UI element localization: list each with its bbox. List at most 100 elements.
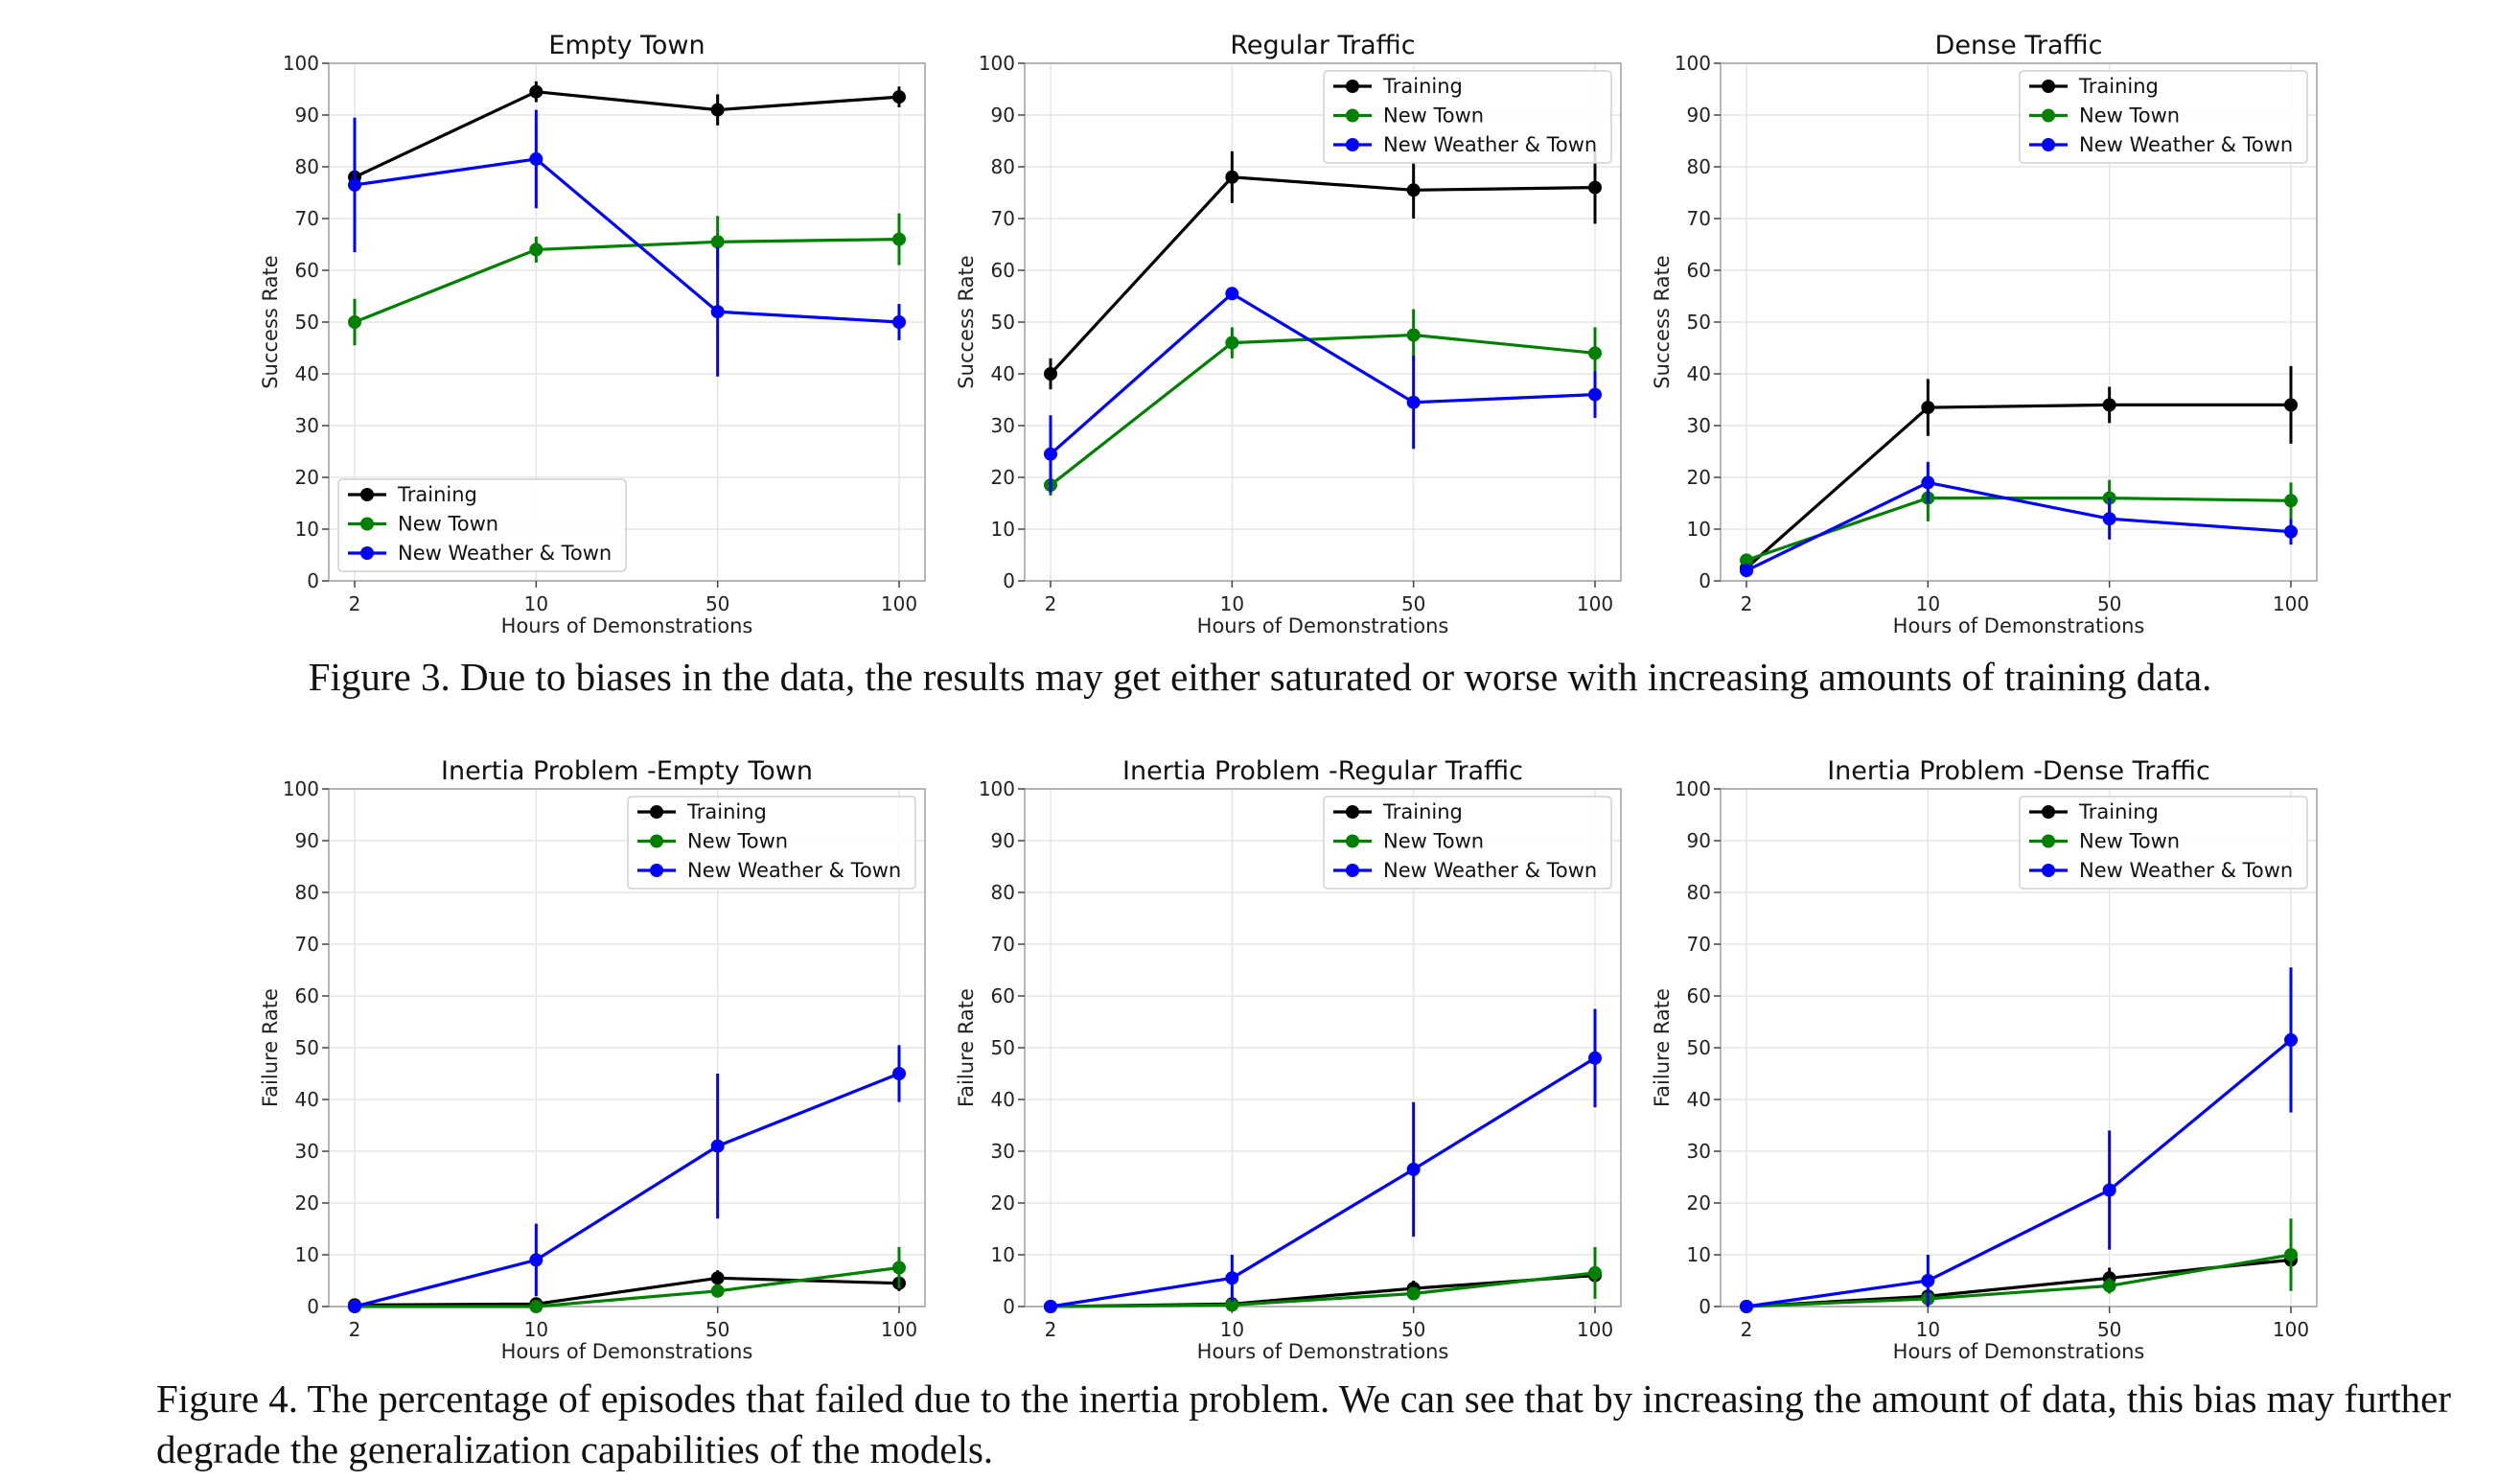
- data-point: [1588, 346, 1602, 360]
- y-tick-label: 0: [1699, 1295, 1711, 1318]
- y-tick-label: 0: [307, 1295, 319, 1318]
- y-axis-label: Failure Rate: [259, 988, 282, 1107]
- x-axis-label: Hours of Demonstrations: [1197, 1340, 1449, 1363]
- legend-box: [627, 796, 916, 890]
- legend-marker: [2042, 108, 2055, 123]
- x-axis-label: Hours of Demonstrations: [501, 614, 753, 637]
- series-line: [1050, 1056, 1596, 1308]
- legend-marker: [2042, 805, 2055, 819]
- y-axis-label: Success Rate: [1651, 255, 1674, 388]
- y-tick-label: 70: [991, 207, 1015, 230]
- series-new-town: [1740, 474, 2298, 567]
- y-tick-label: 40: [295, 1088, 319, 1111]
- y-tick-label: 50: [1687, 311, 1711, 334]
- series-new-town: [348, 213, 906, 346]
- y-tick-label: 10: [295, 518, 319, 541]
- data-point: [1921, 1274, 1935, 1287]
- y-tick-label: 50: [295, 1036, 319, 1059]
- data-point: [1225, 1271, 1239, 1285]
- x-tick-label: 2: [1741, 1318, 1753, 1341]
- series-line: [355, 1265, 900, 1308]
- chart-3-1: 0 10 20 30 40 50 60 70 80 90 100 2 10 50 100 Empty Town…: [259, 31, 926, 637]
- legend-box: [1323, 796, 1612, 890]
- y-tick-label: 0: [1003, 1295, 1015, 1318]
- chart-title: Regular Traffic: [1230, 31, 1415, 60]
- x-tick-label: 100: [1577, 1318, 1613, 1341]
- chart-3-2: 0 10 20 30 40 50 60 70 80 90 100 2 10 50 100 Regular Tr…: [955, 31, 1622, 637]
- legend: Training New Town New Weather & Town: [1323, 796, 1612, 890]
- legend-label: New Weather & Town: [2079, 859, 2293, 882]
- data-point: [1406, 1286, 1421, 1301]
- y-axis-label: Success Rate: [955, 255, 978, 388]
- data-point: [2102, 1183, 2116, 1197]
- series-line: [354, 90, 900, 179]
- legend-box: [337, 478, 627, 572]
- legend-label: New Town: [2079, 104, 2180, 127]
- y-tick-label: 100: [1675, 52, 1711, 75]
- legend-label: New Weather & Town: [1383, 859, 1597, 882]
- data-point: [1225, 1298, 1239, 1312]
- x-axis-label: Hours of Demonstrations: [501, 1340, 753, 1363]
- y-tick-label: 30: [295, 414, 319, 437]
- data-point: [1044, 447, 1057, 461]
- y-tick-label: 70: [295, 933, 319, 956]
- y-tick-label: 50: [991, 1036, 1015, 1059]
- data-point: [1225, 170, 1239, 184]
- series-new-weather-town: [1740, 461, 2298, 578]
- x-axis-label: Hours of Demonstrations: [1893, 614, 2145, 637]
- data-point: [348, 315, 361, 329]
- legend-marker: [360, 546, 374, 560]
- legend-marker: [1346, 864, 1359, 877]
- legend-label: New Town: [1383, 104, 1484, 127]
- series-line: [1746, 480, 2292, 572]
- data-point: [348, 177, 361, 192]
- x-tick-label: 100: [2273, 592, 2309, 615]
- data-point: [710, 305, 725, 319]
- series-line: [1050, 333, 1596, 487]
- data-point: [1740, 1300, 1753, 1313]
- series-new-weather-town: [1044, 1008, 1602, 1313]
- chart-title: Inertia Problem -Empty Town: [441, 756, 813, 786]
- y-tick-label: 70: [991, 933, 1015, 956]
- data-point: [2102, 512, 2116, 526]
- legend-label: New Town: [687, 830, 788, 853]
- y-tick-label: 40: [991, 362, 1015, 385]
- legend-label: Training: [686, 800, 767, 823]
- legend: Training New Town New Weather & Town: [2019, 796, 2308, 890]
- series-line: [1746, 1038, 2293, 1308]
- x-tick-label: 100: [881, 1318, 917, 1341]
- y-tick-label: 10: [1687, 518, 1711, 541]
- data-point: [710, 103, 725, 117]
- series-line: [1746, 1253, 2292, 1308]
- data-point: [529, 243, 543, 257]
- legend-marker: [360, 488, 374, 501]
- legend-marker: [2042, 864, 2055, 877]
- legend-label: Training: [1382, 75, 1463, 98]
- x-tick-label: 2: [349, 592, 361, 615]
- y-tick-label: 60: [991, 259, 1015, 282]
- series-line: [1049, 291, 1596, 455]
- data-point: [1406, 183, 1421, 197]
- figure-4-caption: Figure 4. The percentage of episodes tha…: [156, 1377, 2452, 1471]
- x-tick-label: 10: [524, 592, 548, 615]
- legend-marker: [650, 834, 663, 848]
- chart-title: Dense Traffic: [1935, 31, 2103, 60]
- data-point: [1588, 387, 1602, 402]
- x-tick-label: 10: [524, 1318, 548, 1341]
- data-point: [892, 90, 906, 104]
- y-tick-label: 60: [991, 984, 1015, 1007]
- x-tick-label: 50: [1401, 592, 1425, 615]
- data-point: [2284, 398, 2298, 412]
- legend-label: New Town: [1383, 830, 1484, 853]
- x-axis-label: Hours of Demonstrations: [1893, 1340, 2145, 1363]
- legend: Training New Town New Weather & Town: [2019, 70, 2308, 164]
- series-new-weather-town: [348, 1045, 906, 1313]
- legend-label: New Town: [398, 513, 498, 536]
- series-line: [1049, 175, 1596, 376]
- y-tick-label: 90: [991, 104, 1015, 127]
- y-tick-label: 70: [1687, 207, 1711, 230]
- data-point: [2284, 1032, 2298, 1047]
- legend-marker: [1346, 138, 1359, 151]
- y-tick-label: 20: [991, 466, 1015, 489]
- legend-label: Training: [2078, 75, 2159, 98]
